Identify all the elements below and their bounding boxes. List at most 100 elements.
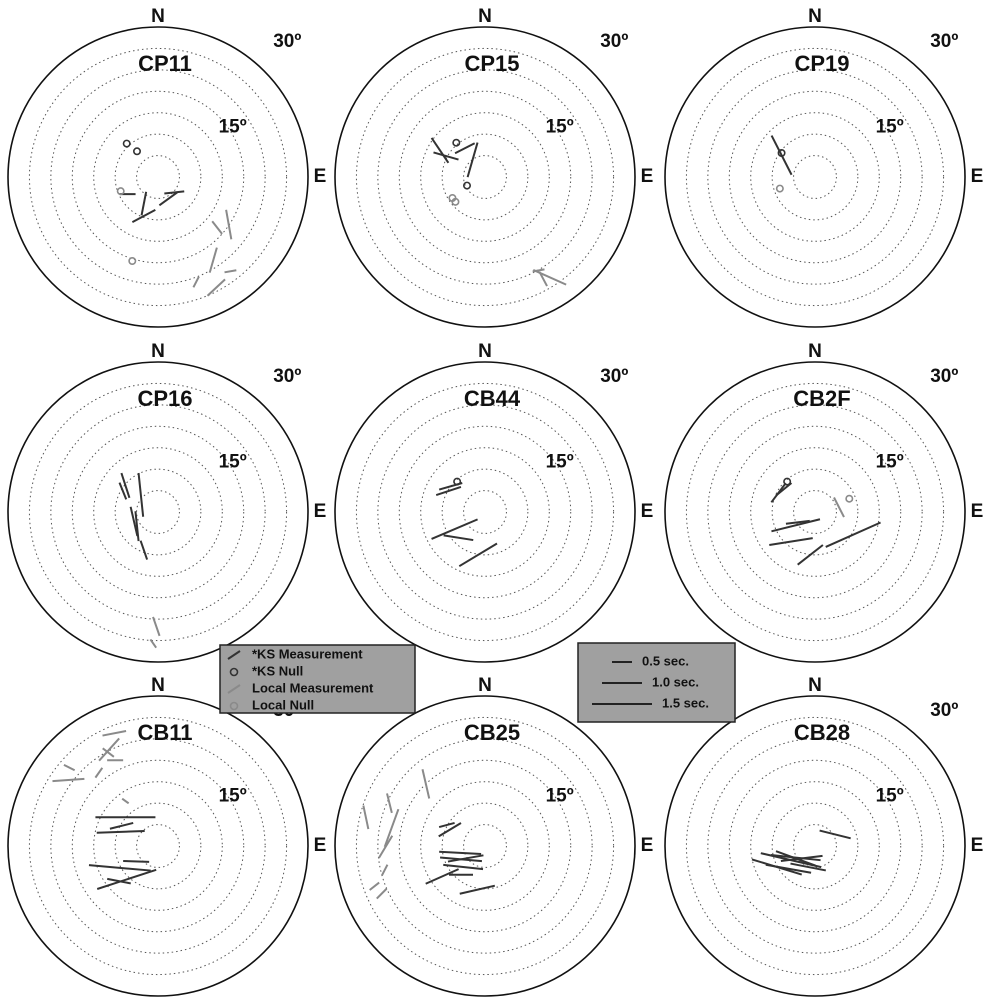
ks-measurement [139,540,149,560]
panel-title: CB25 [464,720,520,745]
ks-measurement [797,544,824,566]
r-tick-label: 30º [600,366,628,387]
east-label: E [314,835,327,856]
grid-ring [114,468,202,556]
ks-measurement [164,190,185,195]
ks-measurement [96,830,145,834]
ks-measurement [439,850,482,855]
panel-title: CB28 [794,720,850,745]
grid-ring [793,824,837,868]
panel-title: CP16 [137,386,192,411]
ks-measurement [134,511,140,542]
legend-label: Local Measurement [252,680,374,695]
ks-measurement [825,521,881,548]
ks-measurement [466,142,479,178]
legend: *KS Measurement *KS Null Local Measurement… [219,644,416,714]
grid-ring [71,759,245,933]
ks-measurement [770,135,793,176]
local-measurement [94,767,104,779]
outer-ring [7,695,309,997]
polar-panel: 15º 30º N E CB28 [664,675,983,997]
local-measurement [52,777,85,783]
ks-null [783,477,792,486]
ks-measurement [430,137,450,164]
r-tick-label: 30º [930,366,958,387]
ks-measurement [120,472,131,499]
local-measurement [224,269,237,274]
ks-measurement [118,482,128,500]
north-label: N [151,341,165,362]
panel-title: CB44 [464,386,521,411]
scale-label: 1.0 sec. [652,674,699,689]
r-tick-label: 15º [219,452,247,473]
outer-ring [334,695,636,997]
grid-ring [750,112,880,242]
grid-ring [463,490,507,534]
east-label: E [314,166,327,187]
ks-null [777,149,786,158]
outer-ring [7,361,309,663]
grid-ring [441,802,529,890]
legend-swatch [229,667,239,677]
ks-measurement [785,519,810,525]
grid-ring [136,824,180,868]
grid-ring [707,404,923,620]
north-label: N [151,6,165,27]
grid-ring [707,69,923,285]
polar-panel: 15º 30º N E CB44 [334,341,654,663]
ks-measurement [109,821,134,830]
grid-ring [398,90,572,264]
ks-measurement [433,151,459,161]
local-measurement [421,769,431,799]
ks-null [452,138,461,147]
local-measurement [362,805,370,830]
ks-measurement [107,877,131,885]
local-measurement [532,268,545,273]
local-measurement [102,730,127,737]
grid-ring [793,490,837,534]
r-tick-label: 15º [546,452,574,473]
grid-ring [114,802,202,890]
legend-swatch [227,684,241,694]
grid-ring [50,69,266,285]
grid-ring [114,133,202,221]
legend-label: Local Null [252,697,314,712]
grid-ring [93,112,223,242]
local-null [116,187,125,196]
panel-title: CP11 [138,51,192,76]
ks-null [453,477,462,486]
grid-ring [463,155,507,199]
r-tick-label: 30º [930,700,958,721]
r-tick-label: 30º [273,31,301,52]
grid-ring [685,716,945,976]
grid-ring [750,781,880,911]
local-measurement [98,737,120,762]
panel-title: CB11 [137,720,192,745]
grid-ring [750,447,880,577]
north-label: N [808,6,822,27]
grid-ring [728,425,902,599]
local-measurement [211,220,223,235]
legend-box [219,644,416,714]
north-label: N [478,675,492,696]
east-label: E [641,501,654,522]
local-measurement [833,497,845,518]
local-measurement [538,271,548,287]
north-label: N [808,675,822,696]
ks-measurement [88,864,151,872]
ks-measurement [425,868,459,885]
ks-measurement [438,822,462,838]
grid-ring [728,759,902,933]
local-measurement [192,276,200,288]
grid-ring [771,133,859,221]
outer-ring [334,26,636,328]
ks-measurement [443,863,484,871]
east-label: E [971,166,984,187]
local-null [845,494,854,503]
grid-ring [136,155,180,199]
legend-label: *KS Measurement [252,646,363,661]
local-measurement [383,808,400,848]
polar-panel: 15º 30º N E CB2F [664,341,983,663]
ks-measurement [454,142,476,155]
